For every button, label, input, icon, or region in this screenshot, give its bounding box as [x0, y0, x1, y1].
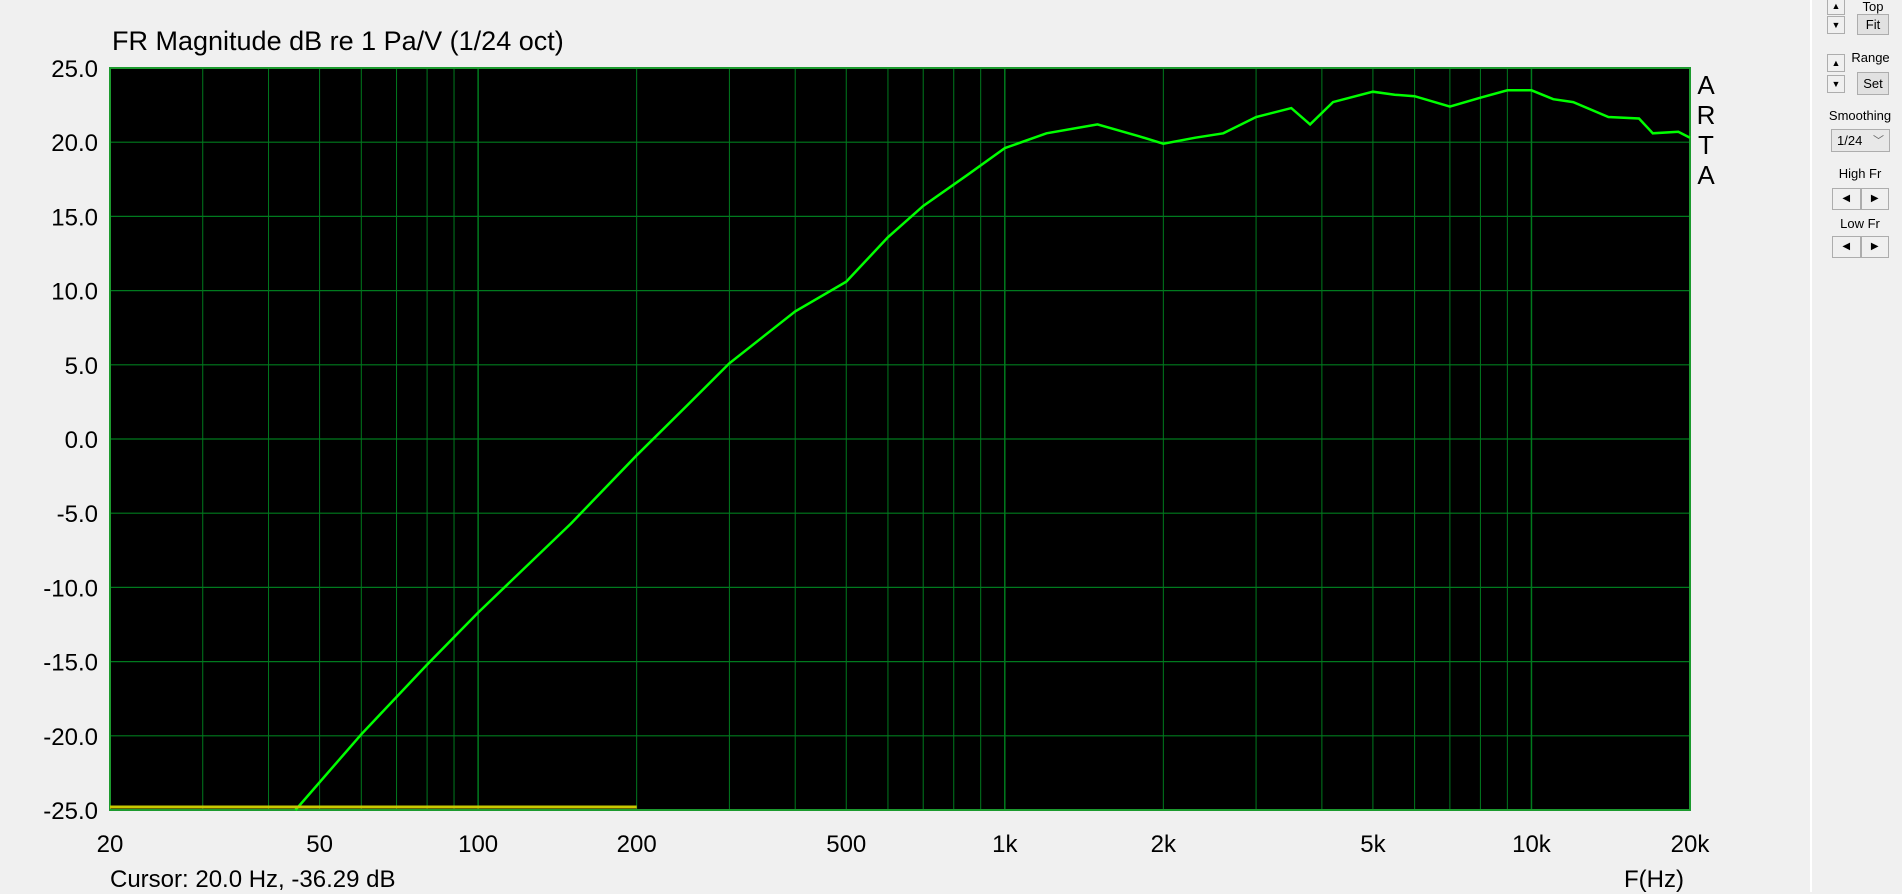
low-fr-left-button[interactable]: ◀: [1832, 236, 1861, 258]
chart-title: FR Magnitude dB re 1 Pa/V (1/24 oct): [112, 26, 564, 57]
y-tick-label: -10.0: [43, 575, 98, 602]
cursor-readout: Cursor: 20.0 Hz, -36.29 dB: [110, 866, 395, 894]
range-up-arrow[interactable]: ▲: [1827, 54, 1845, 72]
y-tick-label: 20.0: [51, 130, 98, 157]
high-fr-label: High Fr: [1825, 166, 1895, 181]
x-tick-label: 500: [826, 831, 866, 858]
x-tick-label: 10k: [1512, 831, 1552, 858]
smoothing-value: 1/24: [1837, 133, 1862, 148]
x-tick-label: 5k: [1360, 831, 1386, 858]
brand-letter: A: [1696, 70, 1716, 100]
x-tick-label: 100: [458, 831, 498, 858]
smoothing-label: Smoothing: [1825, 108, 1895, 123]
top-down-arrow[interactable]: ▼: [1827, 16, 1845, 34]
range-label: Range: [1848, 50, 1893, 65]
y-tick-label: -20.0: [43, 724, 98, 751]
low-fr-buttons: ◀▶: [1832, 236, 1889, 258]
range-down-arrow[interactable]: ▼: [1827, 75, 1845, 93]
high-fr-left-button[interactable]: ◀: [1832, 188, 1861, 210]
y-tick-label: 15.0: [51, 204, 98, 231]
y-tick-label: -25.0: [43, 798, 98, 825]
set-button[interactable]: Set: [1857, 72, 1889, 95]
x-tick-label: 2k: [1151, 831, 1177, 858]
low-fr-right-button[interactable]: ▶: [1861, 236, 1890, 258]
high-fr-right-button[interactable]: ▶: [1861, 188, 1890, 210]
top-label: Top: [1853, 0, 1893, 13]
brand-letter: R: [1696, 100, 1716, 130]
y-tick-label: -5.0: [57, 501, 98, 528]
x-tick-label: 200: [617, 831, 657, 858]
x-tick-label: 1k: [992, 831, 1018, 858]
x-tick-label: 50: [306, 831, 333, 858]
y-tick-label: 25.0: [51, 56, 98, 83]
fit-button[interactable]: Fit: [1857, 14, 1889, 35]
x-axis-label: F(Hz): [1624, 866, 1684, 894]
brand-letter: A: [1696, 160, 1716, 190]
y-tick-label: 5.0: [65, 353, 98, 380]
x-tick-label: 20k: [1671, 831, 1711, 858]
top-up-arrow[interactable]: ▲: [1827, 0, 1845, 15]
x-tick-label: 20: [97, 831, 124, 858]
smoothing-select[interactable]: 1/24 ﹀: [1831, 129, 1890, 152]
high-fr-buttons: ◀▶: [1832, 188, 1889, 210]
chevron-down-icon: ﹀: [1873, 132, 1884, 148]
low-fr-label: Low Fr: [1825, 216, 1895, 231]
y-tick-label: -15.0: [43, 650, 98, 677]
y-tick-label: 0.0: [65, 427, 98, 454]
y-tick-label: 10.0: [51, 279, 98, 306]
brand-letter: T: [1696, 130, 1716, 160]
arta-logo: A R T A: [1696, 70, 1716, 190]
